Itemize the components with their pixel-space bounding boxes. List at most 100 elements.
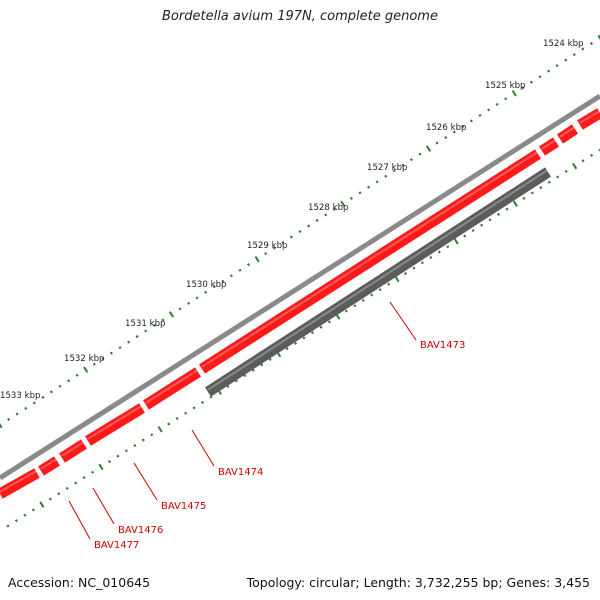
minor-tick: [281, 241, 285, 245]
tick-labels: 1524 kbp 1525 kbp 1526 kbp 1527 kbp 1528 kbp…: [0, 39, 584, 401]
minor-tick: [268, 357, 272, 362]
minor-tick: [187, 301, 191, 305]
minor-tick: [581, 159, 585, 163]
minor-tick: [358, 191, 362, 195]
minor-tick: [409, 158, 413, 162]
gene-label: BAV1477: [94, 540, 139, 551]
minor-tick: [238, 268, 242, 272]
minor-tick: [349, 196, 353, 200]
minor-tick: [538, 75, 542, 79]
minor-tick: [310, 331, 314, 335]
minor-tick: [581, 47, 585, 51]
outer-tick-marks: [0, 34, 600, 429]
major-tick: [168, 311, 175, 318]
minor-tick: [403, 272, 408, 276]
minor-tick: [564, 58, 568, 62]
genome-backbone: [0, 93, 600, 481]
minor-tick: [496, 212, 501, 216]
minor-tick: [264, 252, 268, 256]
genome-title: Bordetella avium 197N, complete genome: [162, 9, 438, 24]
tick-label: 1527 kbp: [367, 163, 408, 173]
minor-tick: [487, 108, 491, 112]
minor-tick: [178, 307, 182, 311]
minor-tick: [15, 412, 19, 416]
minor-tick: [184, 411, 188, 415]
minor-tick: [387, 282, 391, 286]
minor-tick: [437, 250, 441, 254]
minor-tick: [127, 340, 131, 344]
minor-tick: [229, 274, 233, 278]
minor-tick: [412, 266, 416, 270]
minor-tick: [418, 152, 422, 156]
minor-tick: [327, 320, 331, 324]
minor-tick: [530, 191, 534, 195]
major-tick: [340, 200, 346, 208]
minor-tick: [564, 169, 568, 174]
minor-tick: [141, 438, 145, 442]
minor-tick: [435, 141, 439, 145]
minor-tick: [361, 298, 365, 302]
minor-tick: [444, 135, 448, 140]
forward-gene-feature: [59, 439, 87, 463]
major-tick: [512, 200, 518, 207]
minor-tick: [547, 69, 551, 73]
major-tick: [394, 275, 400, 283]
minor-tick: [294, 341, 298, 345]
forward-gene-feature-highlight: [541, 138, 557, 150]
tick-label: 1529 kbp: [247, 241, 288, 251]
minor-tick: [82, 476, 86, 480]
minor-tick: [91, 470, 95, 474]
forward-gene-feature-highlight: [87, 404, 143, 440]
forward-gene-feature: [143, 367, 201, 410]
minor-tick: [23, 513, 27, 517]
minor-tick: [556, 175, 560, 179]
tick-label: 1533 kbp: [0, 391, 41, 401]
tick-label: 1525 kbp: [485, 81, 526, 91]
major-tick: [453, 238, 459, 245]
minor-tick: [555, 64, 559, 68]
forward-gene-feature: [199, 149, 541, 374]
minor-tick: [118, 346, 122, 350]
minor-tick: [116, 454, 120, 458]
minor-tick: [150, 433, 154, 437]
minor-tick: [192, 406, 196, 410]
gene-leader-line: [191, 429, 215, 467]
minor-tick: [469, 119, 473, 123]
major-tick: [511, 90, 517, 97]
minor-tick: [302, 336, 306, 340]
gene-label-leaders: [68, 301, 417, 540]
minor-tick: [378, 288, 382, 292]
tick-label: 1530 kbp: [186, 280, 227, 290]
gene-label: BAV1475: [161, 501, 206, 512]
forward-gene-feature-highlight: [40, 457, 58, 470]
minor-tick: [529, 80, 533, 84]
minor-tick: [344, 309, 348, 313]
minor-tick: [67, 379, 71, 383]
minor-tick: [243, 374, 247, 378]
minor-tick: [367, 185, 371, 189]
minor-tick: [478, 113, 482, 117]
minor-tick: [57, 492, 61, 496]
minor-tick: [7, 417, 11, 421]
minor-tick: [298, 229, 302, 234]
genome-stats-label: Topology: circular; Length: 3,732,255 bp…: [246, 575, 590, 590]
minor-tick: [167, 422, 171, 426]
tick-label: 1528 kbp: [308, 203, 349, 213]
tick-label: 1532 kbp: [64, 354, 105, 364]
forward-gene-feature-highlight: [145, 368, 199, 404]
minor-tick: [195, 296, 199, 300]
gene-labels: BAV1473 BAV1474 BAV1475 BAV1476 BAV1477: [94, 340, 465, 551]
major-tick: [597, 34, 600, 40]
minor-tick: [307, 224, 311, 228]
minor-tick: [41, 395, 45, 399]
minor-tick: [392, 169, 396, 173]
major-tick: [39, 501, 45, 508]
gene-label: BAV1474: [218, 467, 263, 478]
minor-tick: [590, 153, 594, 157]
minor-tick: [24, 406, 28, 410]
minor-tick: [92, 362, 96, 366]
minor-tick: [539, 186, 543, 190]
minor-tick: [109, 351, 113, 355]
minor-tick: [315, 218, 319, 222]
forward-gene-feature: [556, 124, 579, 144]
